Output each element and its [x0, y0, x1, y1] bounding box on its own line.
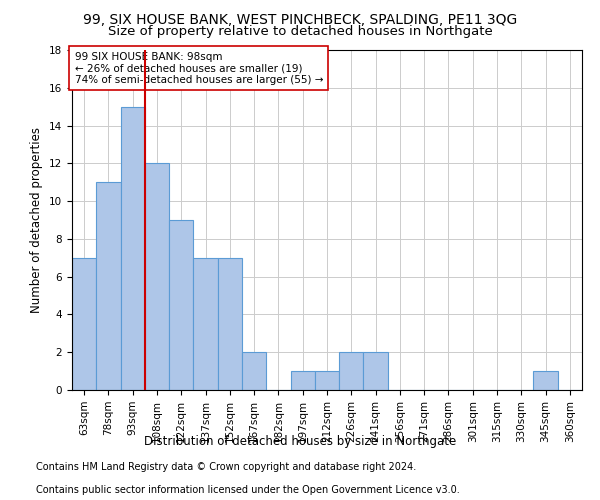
- Bar: [533, 371, 558, 390]
- Bar: [218, 258, 242, 390]
- Bar: [72, 258, 96, 390]
- Bar: [290, 371, 315, 390]
- Text: Contains HM Land Registry data © Crown copyright and database right 2024.: Contains HM Land Registry data © Crown c…: [36, 462, 416, 472]
- Text: 99 SIX HOUSE BANK: 98sqm
← 26% of detached houses are smaller (19)
74% of semi-d: 99 SIX HOUSE BANK: 98sqm ← 26% of detach…: [74, 52, 323, 85]
- Bar: [96, 182, 121, 390]
- Bar: [339, 352, 364, 390]
- Bar: [193, 258, 218, 390]
- Text: 99, SIX HOUSE BANK, WEST PINCHBECK, SPALDING, PE11 3QG: 99, SIX HOUSE BANK, WEST PINCHBECK, SPAL…: [83, 12, 517, 26]
- Text: Contains public sector information licensed under the Open Government Licence v3: Contains public sector information licen…: [36, 485, 460, 495]
- Bar: [315, 371, 339, 390]
- Bar: [169, 220, 193, 390]
- Y-axis label: Number of detached properties: Number of detached properties: [31, 127, 43, 313]
- Bar: [121, 106, 145, 390]
- Bar: [364, 352, 388, 390]
- Bar: [242, 352, 266, 390]
- Bar: [145, 164, 169, 390]
- Text: Size of property relative to detached houses in Northgate: Size of property relative to detached ho…: [107, 25, 493, 38]
- Text: Distribution of detached houses by size in Northgate: Distribution of detached houses by size …: [144, 435, 456, 448]
